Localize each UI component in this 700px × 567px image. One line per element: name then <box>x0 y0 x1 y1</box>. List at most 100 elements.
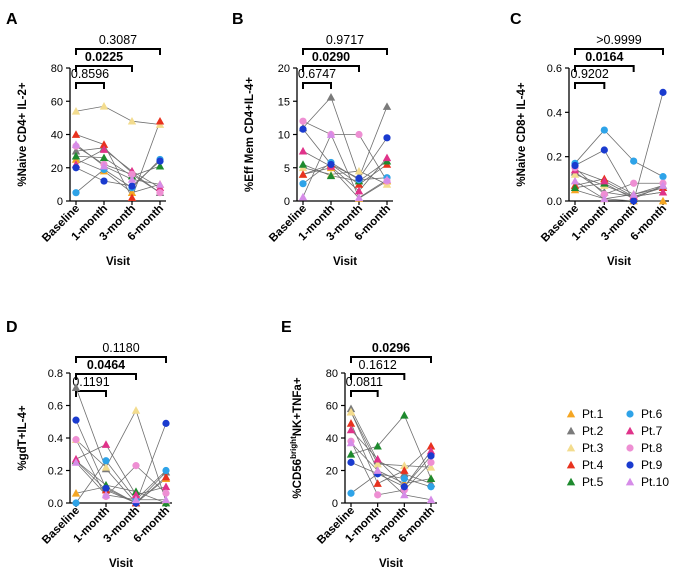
legend-marker-pt1 <box>566 409 576 418</box>
data-point-pt10 <box>426 495 436 504</box>
y-tick-label: 60 <box>326 401 338 413</box>
data-point-pt5 <box>373 441 382 450</box>
significance-bracket <box>75 82 105 89</box>
data-point-pt7 <box>354 186 364 195</box>
data-point-pt10 <box>71 140 81 148</box>
panel-letter: E <box>281 319 292 336</box>
significance-bracket <box>75 390 107 397</box>
y-axis-title-tail: NK+TNFa+ <box>292 377 304 436</box>
y-tick-label: 0.2 <box>547 152 562 164</box>
series-line-pt7 <box>350 429 432 488</box>
series-line-pt6 <box>350 473 432 494</box>
data-point-pt5 <box>99 153 109 162</box>
data-point-pt3 <box>354 166 364 175</box>
series-line-pt10 <box>302 133 388 199</box>
series-line-pt9 <box>574 92 664 203</box>
data-point-pt8 <box>156 189 164 197</box>
legend-marker-pt5 <box>566 477 576 486</box>
data-point-pt9 <box>630 197 638 205</box>
series-line-pt2 <box>75 387 167 504</box>
p-value-label: 0.0164 <box>585 50 623 64</box>
data-point-pt7 <box>298 146 308 155</box>
data-point-pt8 <box>299 117 307 125</box>
series-line-pt9 <box>302 128 388 179</box>
y-tick-label: 40 <box>326 433 338 445</box>
data-point-pt9 <box>659 88 667 96</box>
series-line-pt2 <box>350 408 432 484</box>
significance-bracket <box>574 65 635 72</box>
series-line-pt9 <box>75 160 161 187</box>
data-point-pt10 <box>101 490 111 499</box>
y-tick-label: 20 <box>326 466 338 478</box>
y-tick-label: 0 <box>57 196 63 208</box>
legend-marker-pt4 <box>566 460 576 469</box>
p-value-label: 0.9717 <box>326 33 364 47</box>
significance-bracket <box>350 390 379 397</box>
p-value-label: 0.9202 <box>571 67 609 81</box>
data-point-pt7 <box>426 446 436 455</box>
data-point-pt4 <box>99 140 109 148</box>
data-point-pt5 <box>346 450 356 458</box>
panel-a: A020406080Baseline1-month3-month6-monthV… <box>6 11 166 268</box>
data-point-pt6 <box>299 180 307 188</box>
data-point-pt10 <box>373 466 382 474</box>
y-tick-label: 40 <box>51 130 63 142</box>
series-line-pt3 <box>302 167 388 185</box>
data-point-pt9 <box>400 483 408 491</box>
data-point-pt9 <box>72 164 80 172</box>
data-point-pt6 <box>347 489 355 497</box>
data-point-pt5 <box>155 161 165 170</box>
data-point-pt8 <box>162 489 170 497</box>
series-line-pt8 <box>302 120 388 182</box>
series-line-pt9 <box>350 455 432 488</box>
data-point-pt6 <box>659 173 667 181</box>
data-point-pt4 <box>373 479 382 487</box>
y-axis-title: %Naive CD4+ IL-2+ <box>17 82 29 186</box>
data-point-pt3 <box>346 407 356 416</box>
y-axis-title: %Naive CD8+ IL-4+ <box>516 82 528 186</box>
y-tick-label: 0.4 <box>547 107 562 119</box>
data-point-pt7 <box>658 187 668 196</box>
significance-bracket <box>75 48 161 55</box>
legend-marker-pt7 <box>625 426 635 435</box>
data-point-pt6 <box>630 157 638 165</box>
panel-letter: D <box>6 319 18 336</box>
data-point-pt3 <box>127 117 137 125</box>
data-point-pt10 <box>131 495 141 504</box>
y-tick-label: 80 <box>51 63 63 75</box>
p-value-label: 0.0296 <box>372 341 410 355</box>
data-point-pt10 <box>658 181 668 189</box>
y-axis-title-sup: bright <box>289 436 298 459</box>
data-point-pt10 <box>629 190 638 198</box>
p-value-label: 0.3087 <box>99 33 137 47</box>
significance-bracket <box>302 82 332 89</box>
data-point-pt10 <box>346 438 356 447</box>
y-tick-label: 5 <box>284 163 290 175</box>
legend-label-pt6: Pt.6 <box>641 407 663 421</box>
y-tick-label: 0.6 <box>547 63 562 75</box>
y-tick-label: 10 <box>278 130 290 142</box>
legend-label-pt1: Pt.1 <box>582 407 604 421</box>
data-point-pt9 <box>327 160 335 169</box>
data-point-pt6 <box>72 499 80 507</box>
data-point-pt4 <box>161 472 171 481</box>
legend-marker-pt3 <box>566 443 576 452</box>
series-line-pt3 <box>75 105 161 125</box>
data-point-pt9 <box>571 161 579 170</box>
y-tick-label: 0.8 <box>48 368 63 380</box>
series-line-pt2 <box>302 96 388 179</box>
data-point-pt8 <box>600 190 608 198</box>
data-point-pt10 <box>99 161 109 170</box>
data-point-pt4 <box>346 419 356 427</box>
p-value-label: >0.9999 <box>596 33 642 47</box>
series-line-pt5 <box>75 460 167 504</box>
data-point-pt5 <box>400 411 409 419</box>
y-tick-label: 0 <box>332 498 338 510</box>
series-line-pt5 <box>350 414 432 479</box>
series-line-pt4 <box>75 460 167 504</box>
p-value-label: 0.1612 <box>359 358 397 372</box>
data-point-pt9 <box>156 157 164 165</box>
data-point-pt3 <box>99 102 109 110</box>
series-line-pt7 <box>302 150 388 192</box>
